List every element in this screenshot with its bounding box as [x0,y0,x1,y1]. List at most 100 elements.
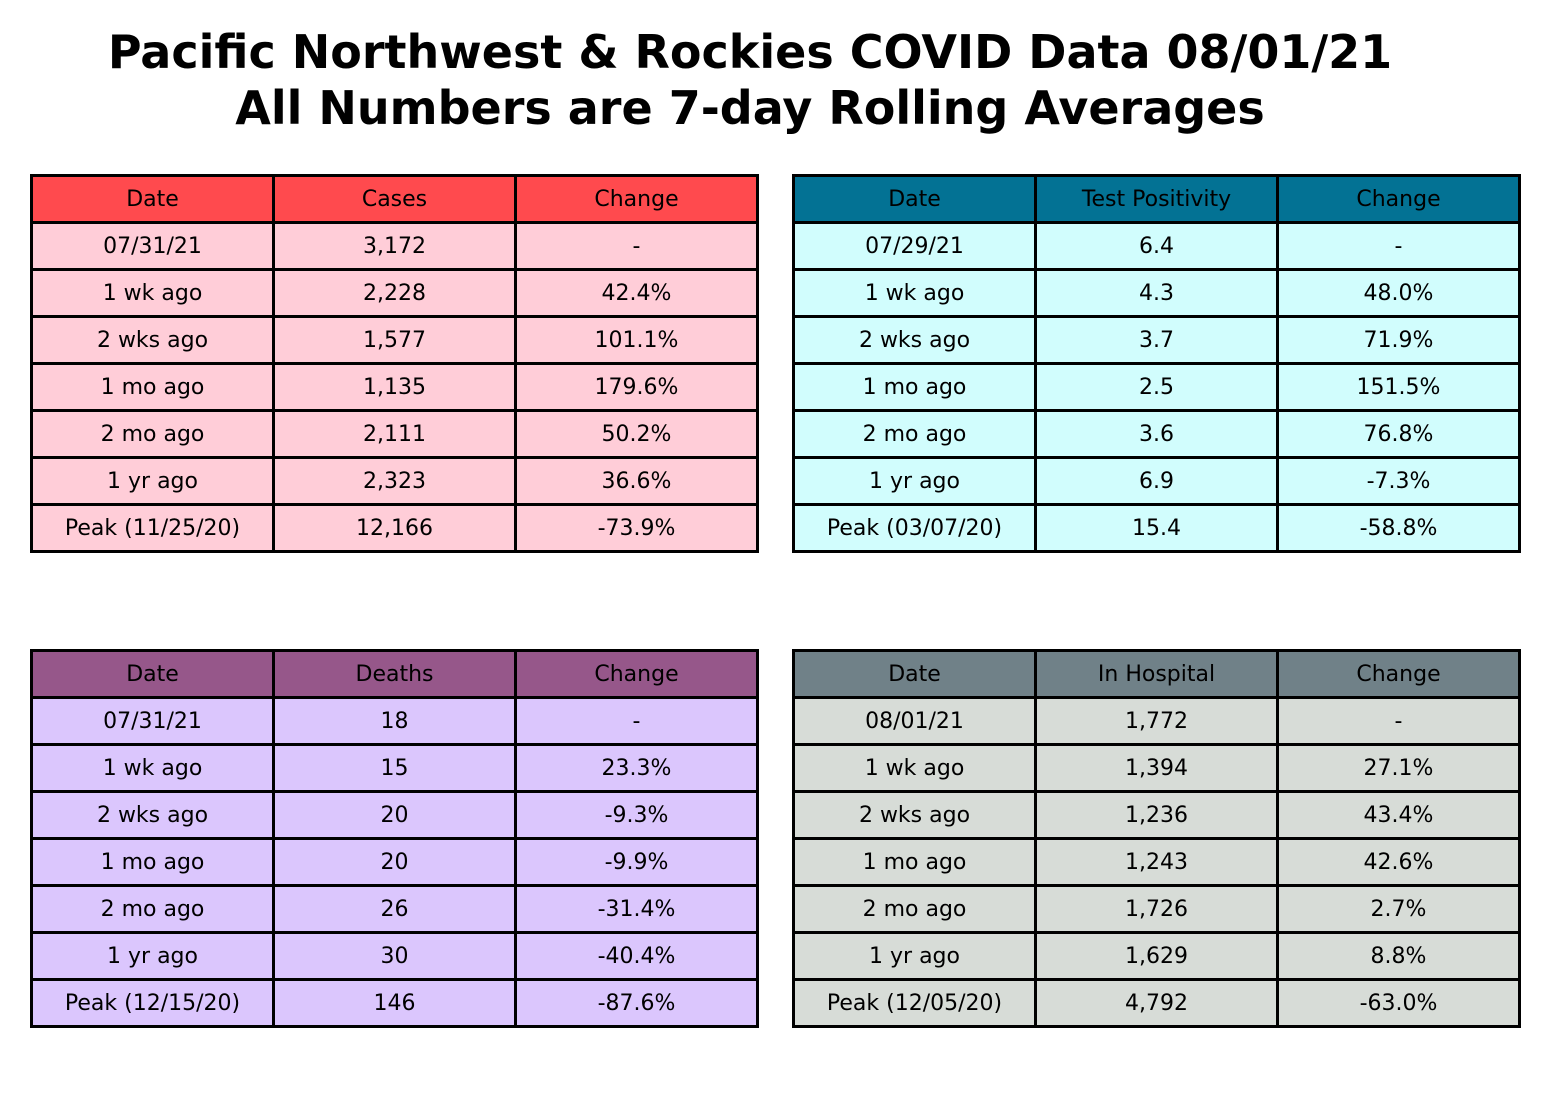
table-cell: 1,243 [1034,837,1279,887]
table-cell: -31.4% [514,884,759,934]
table-cell: 151.5% [1276,362,1521,412]
table-header-row: Date Deaths Change [30,649,759,699]
table-cell: 36.6% [514,456,759,506]
test-positivity-table: Date Test Positivity Change 07/29/21 6.4-1 w… [792,174,1521,553]
table-cell: 1 mo ago [30,362,275,412]
table-cell: 146 [272,978,517,1028]
table-cell: 50.2% [514,409,759,459]
page-title: Pacific Northwest & Rockies COVID Data 0… [0,24,1500,136]
table-row: 1 yr ago 6.9 -7.3% [792,456,1521,506]
table-cell: Peak (12/05/20) [792,978,1037,1028]
table-cell: 6.4 [1034,221,1279,271]
table-cell: Peak (11/25/20) [30,503,275,553]
table-cell: 15 [272,743,517,793]
table-cell: 101.1% [514,315,759,365]
table-row: 07/29/21 6.4- [792,221,1521,271]
table-cell: 42.6% [1276,837,1521,887]
table-cell: 76.8% [1276,409,1521,459]
table-cell: 07/29/21 [792,221,1037,271]
table-cell: - [1276,696,1521,746]
table-cell: 1 yr ago [30,931,275,981]
table-cell: 2 wks ago [30,790,275,840]
table-cell: 1 wk ago [792,268,1037,318]
table-cell: 43.4% [1276,790,1521,840]
table-cell: 1 wk ago [792,743,1037,793]
table-cell: 2 mo ago [30,884,275,934]
table-cell: 2 wks ago [792,790,1037,840]
table-cell: 1 mo ago [792,362,1037,412]
deaths-table: Date Deaths Change 07/31/21 18-1 wk ago 15 23.… [30,649,759,1028]
table-cell: 2.5 [1034,362,1279,412]
table-row: 1 wk ago 2,228 42.4% [30,268,759,318]
table-cell: 26 [272,884,517,934]
table-row: Peak (12/05/20) 4,792 -63.0% [792,978,1521,1028]
table-cell: -58.8% [1276,503,1521,553]
table-cell: 1 mo ago [30,837,275,887]
table-row: 2 wks ago 3.7 71.9% [792,315,1521,365]
table-cell: -63.0% [1276,978,1521,1028]
table-cell: - [514,221,759,271]
column-header: Change [1276,174,1521,224]
table-cell: -9.3% [514,790,759,840]
table-cell: 1,629 [1034,931,1279,981]
table-row: 2 mo ago 3.6 76.8% [792,409,1521,459]
table-row: 08/01/21 1,772- [792,696,1521,746]
table-row: 1 mo ago 20 -9.9% [30,837,759,887]
table-cell: 15.4 [1034,503,1279,553]
table-cell: 179.6% [514,362,759,412]
table-cell: 1,236 [1034,790,1279,840]
table-cell: 1 yr ago [792,931,1037,981]
table-row: Peak (03/07/20) 15.4 -58.8% [792,503,1521,553]
column-header: Cases [272,174,517,224]
column-header: Date [792,174,1037,224]
table-row: 1 mo ago 2.5 151.5% [792,362,1521,412]
table-row: Peak (11/25/20) 12,166 -73.9% [30,503,759,553]
table-cell: 08/01/21 [792,696,1037,746]
table-cell: 2.7% [1276,884,1521,934]
table-cell: 2,111 [272,409,517,459]
table-cell: 3,172 [272,221,517,271]
table-row: 1 wk ago 15 23.3% [30,743,759,793]
table-cell: 6.9 [1034,456,1279,506]
column-header: Change [1276,649,1521,699]
table-cell: 2,228 [272,268,517,318]
table-cell: - [1276,221,1521,271]
table-cell: 48.0% [1276,268,1521,318]
cases-table: Date Cases Change 07/31/21 3,172-1 wk ago 2,2… [30,174,759,553]
table-cell: 18 [272,696,517,746]
table-row: 1 wk ago 1,394 27.1% [792,743,1521,793]
table-cell: -73.9% [514,503,759,553]
table-cell: 27.1% [1276,743,1521,793]
table-cell: 1,394 [1034,743,1279,793]
table-cell: 3.6 [1034,409,1279,459]
table-row: 2 mo ago 26 -31.4% [30,884,759,934]
title-line-2: All Numbers are 7-day Rolling Averages [235,81,1265,135]
table-row: 1 yr ago 1,629 8.8% [792,931,1521,981]
column-header: Date [792,649,1037,699]
title-line-1: Pacific Northwest & Rockies COVID Data 0… [107,25,1393,79]
column-header: Test Positivity [1034,174,1279,224]
table-row: 2 mo ago 2,111 50.2% [30,409,759,459]
table-row: 1 mo ago 1,243 42.6% [792,837,1521,887]
table-cell: 1 yr ago [792,456,1037,506]
table-cell: 20 [272,790,517,840]
table-row: 2 wks ago 1,577 101.1% [30,315,759,365]
table-cell: 8.8% [1276,931,1521,981]
table-cell: -7.3% [1276,456,1521,506]
column-header: Date [30,649,275,699]
table-cell: 07/31/21 [30,221,275,271]
table-cell: 1,772 [1034,696,1279,746]
table-cell: 1 yr ago [30,456,275,506]
table-cell: 30 [272,931,517,981]
table-cell: 4.3 [1034,268,1279,318]
column-header: Date [30,174,275,224]
table-cell: 1 wk ago [30,743,275,793]
table-row: 1 yr ago 2,323 36.6% [30,456,759,506]
table-cell: -40.4% [514,931,759,981]
table-cell: 20 [272,837,517,887]
table-cell: 2 wks ago [30,315,275,365]
table-cell: 2 mo ago [792,884,1037,934]
table-cell: 1,135 [272,362,517,412]
table-row: 07/31/21 3,172- [30,221,759,271]
table-row: 1 mo ago 1,135 179.6% [30,362,759,412]
